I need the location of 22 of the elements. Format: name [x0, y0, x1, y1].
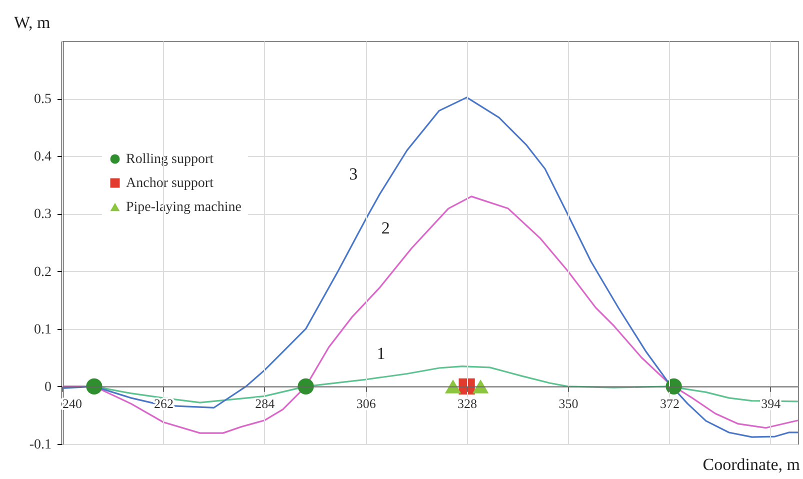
y-tick-label: 0.3: [34, 207, 52, 222]
legend-label: Anchor support: [126, 176, 214, 191]
y-tick-label: 0.4: [34, 150, 52, 165]
annotation: 2: [381, 218, 390, 238]
x-axis-title: Coordinate, m: [702, 455, 800, 474]
legend-label: Pipe-laying machine: [126, 200, 242, 215]
y-axis-title: W, m: [14, 13, 50, 32]
y-tick-label: -0.1: [29, 438, 52, 452]
x-tick-label: 372: [660, 396, 680, 411]
x-tick-label: 350: [558, 396, 578, 411]
x-tick-label: 306: [356, 396, 376, 411]
y-tick-label: 0.1: [34, 322, 52, 338]
line-series: [61, 96, 799, 438]
x-tick-label: 328: [458, 396, 478, 411]
annotation: 1: [376, 344, 386, 363]
legend-label: Rolling support: [126, 152, 214, 167]
annotation: 3: [349, 164, 358, 184]
y-tick-label: 0.2: [34, 264, 52, 280]
y-tick-label: 0.5: [34, 92, 52, 108]
x-tick-label: 284: [255, 396, 276, 411]
y-tick-label: 0: [44, 380, 52, 395]
line-series: [61, 196, 799, 434]
